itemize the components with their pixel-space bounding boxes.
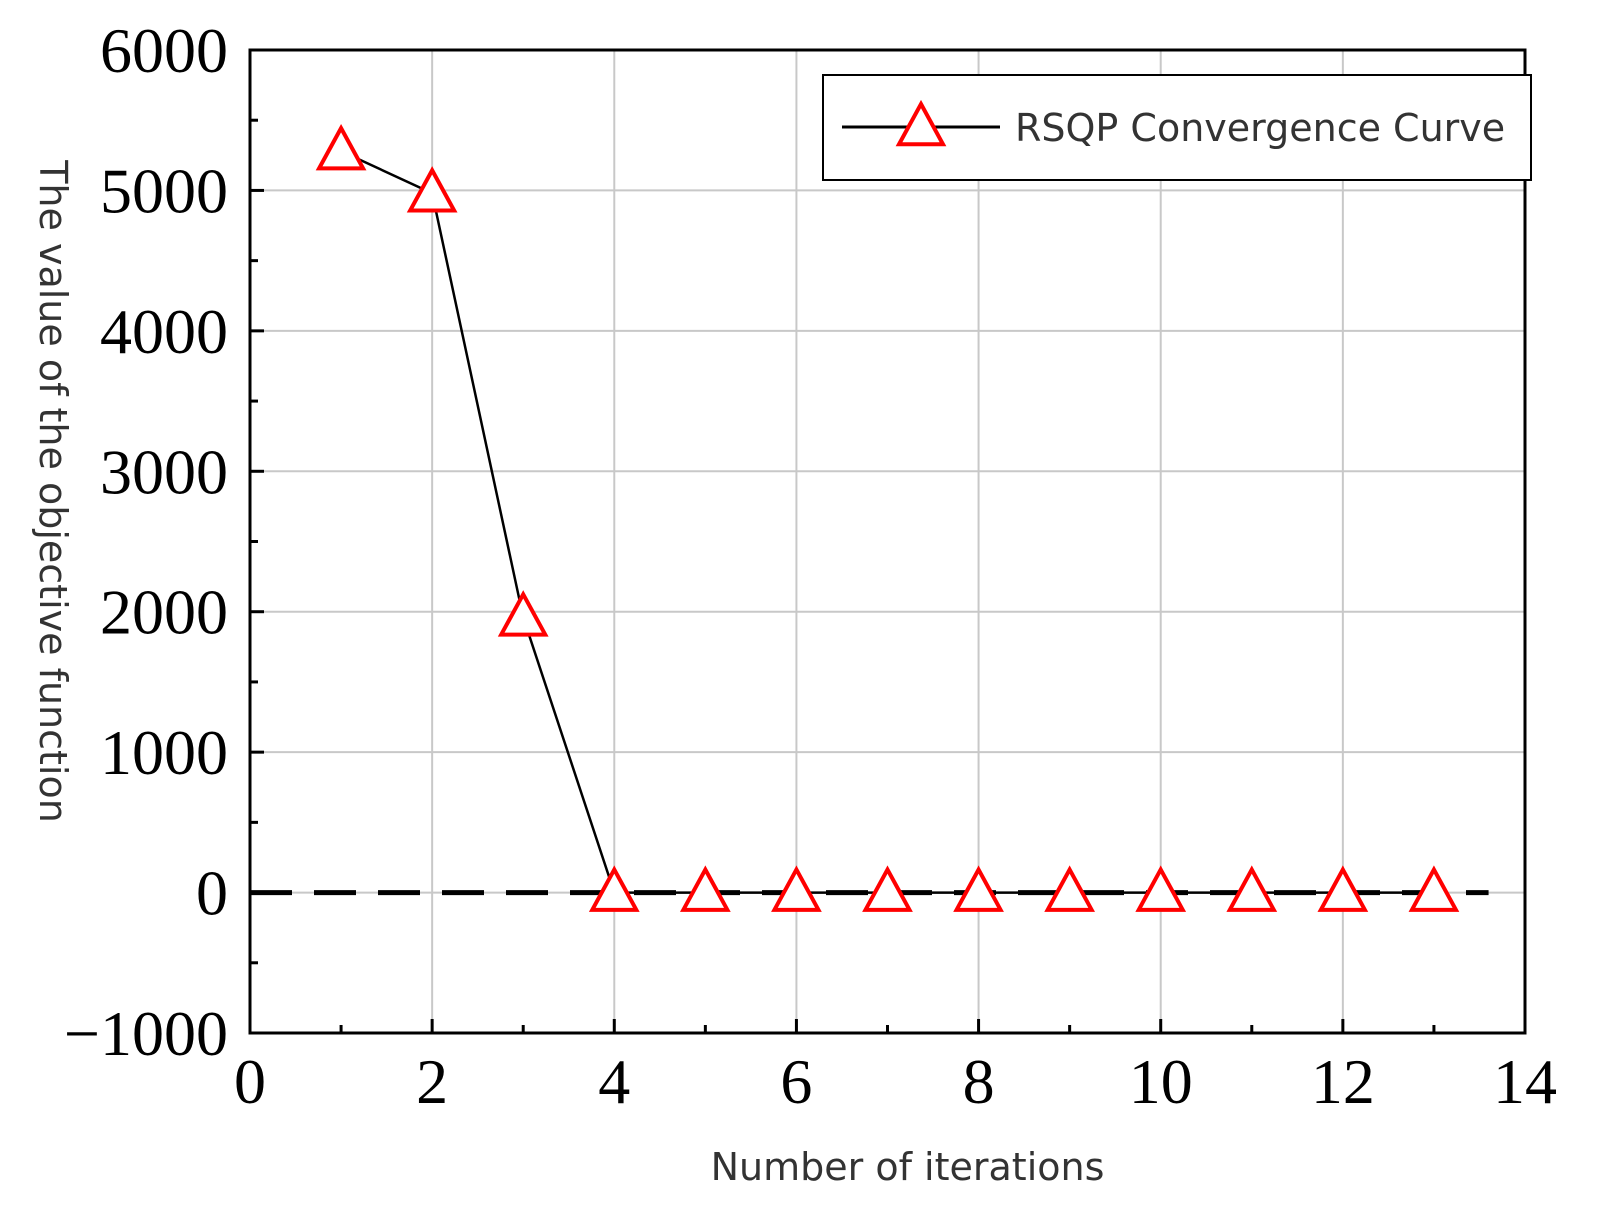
y-tick-labels: −1000 0 1000 2000 3000 4000 5000 6000 bbox=[64, 15, 228, 1069]
x-tick-label: 0 bbox=[234, 1046, 266, 1117]
data-point-marker bbox=[1226, 865, 1278, 912]
y-tick-label: 1000 bbox=[100, 717, 228, 788]
data-point-marker bbox=[315, 123, 367, 171]
legend-label: RSQP Convergence Curve bbox=[1015, 106, 1505, 150]
data-point-marker bbox=[953, 865, 1004, 912]
x-tick-label: 10 bbox=[1129, 1046, 1193, 1117]
data-point-marker bbox=[771, 865, 822, 912]
x-tick-label: 12 bbox=[1311, 1046, 1375, 1117]
x-tick-label: 6 bbox=[780, 1046, 812, 1117]
y-tick-label: 0 bbox=[196, 858, 228, 929]
x-tick-label: 4 bbox=[598, 1046, 630, 1117]
data-point-marker bbox=[497, 590, 549, 637]
y-tick-label: 4000 bbox=[100, 296, 228, 367]
y-axis-label: The value of the objective function bbox=[31, 159, 75, 823]
data-point-marker bbox=[588, 865, 640, 912]
axis-ticks bbox=[248, 48, 1527, 1035]
y-tick-label: 3000 bbox=[100, 436, 228, 507]
y-tick-label: 6000 bbox=[100, 15, 228, 86]
series-line bbox=[340, 149, 1434, 894]
legend-triangle-marker bbox=[895, 99, 947, 147]
series-rsqp bbox=[315, 123, 1460, 912]
x-tick-label: 8 bbox=[963, 1046, 995, 1117]
y-tick-label: 5000 bbox=[100, 155, 228, 226]
legend: RSQP Convergence Curve bbox=[822, 74, 1532, 181]
data-point-marker bbox=[862, 865, 913, 912]
grid bbox=[249, 49, 1526, 1034]
data-point-marker bbox=[679, 865, 731, 912]
x-tick-labels: 0 2 4 6 8 10 12 14 bbox=[234, 1046, 1557, 1117]
data-point-marker bbox=[1317, 865, 1369, 912]
x-axis-label: Number of iterations bbox=[711, 1145, 1105, 1189]
data-point-marker bbox=[406, 166, 458, 213]
data-point-marker bbox=[1135, 865, 1187, 912]
data-point-marker bbox=[1408, 865, 1460, 912]
y-tick-label: 2000 bbox=[100, 577, 228, 648]
data-point-marker bbox=[1044, 865, 1096, 912]
y-tick-label: −1000 bbox=[64, 998, 228, 1069]
x-tick-label: 2 bbox=[416, 1046, 448, 1117]
x-tick-label: 14 bbox=[1493, 1046, 1557, 1117]
